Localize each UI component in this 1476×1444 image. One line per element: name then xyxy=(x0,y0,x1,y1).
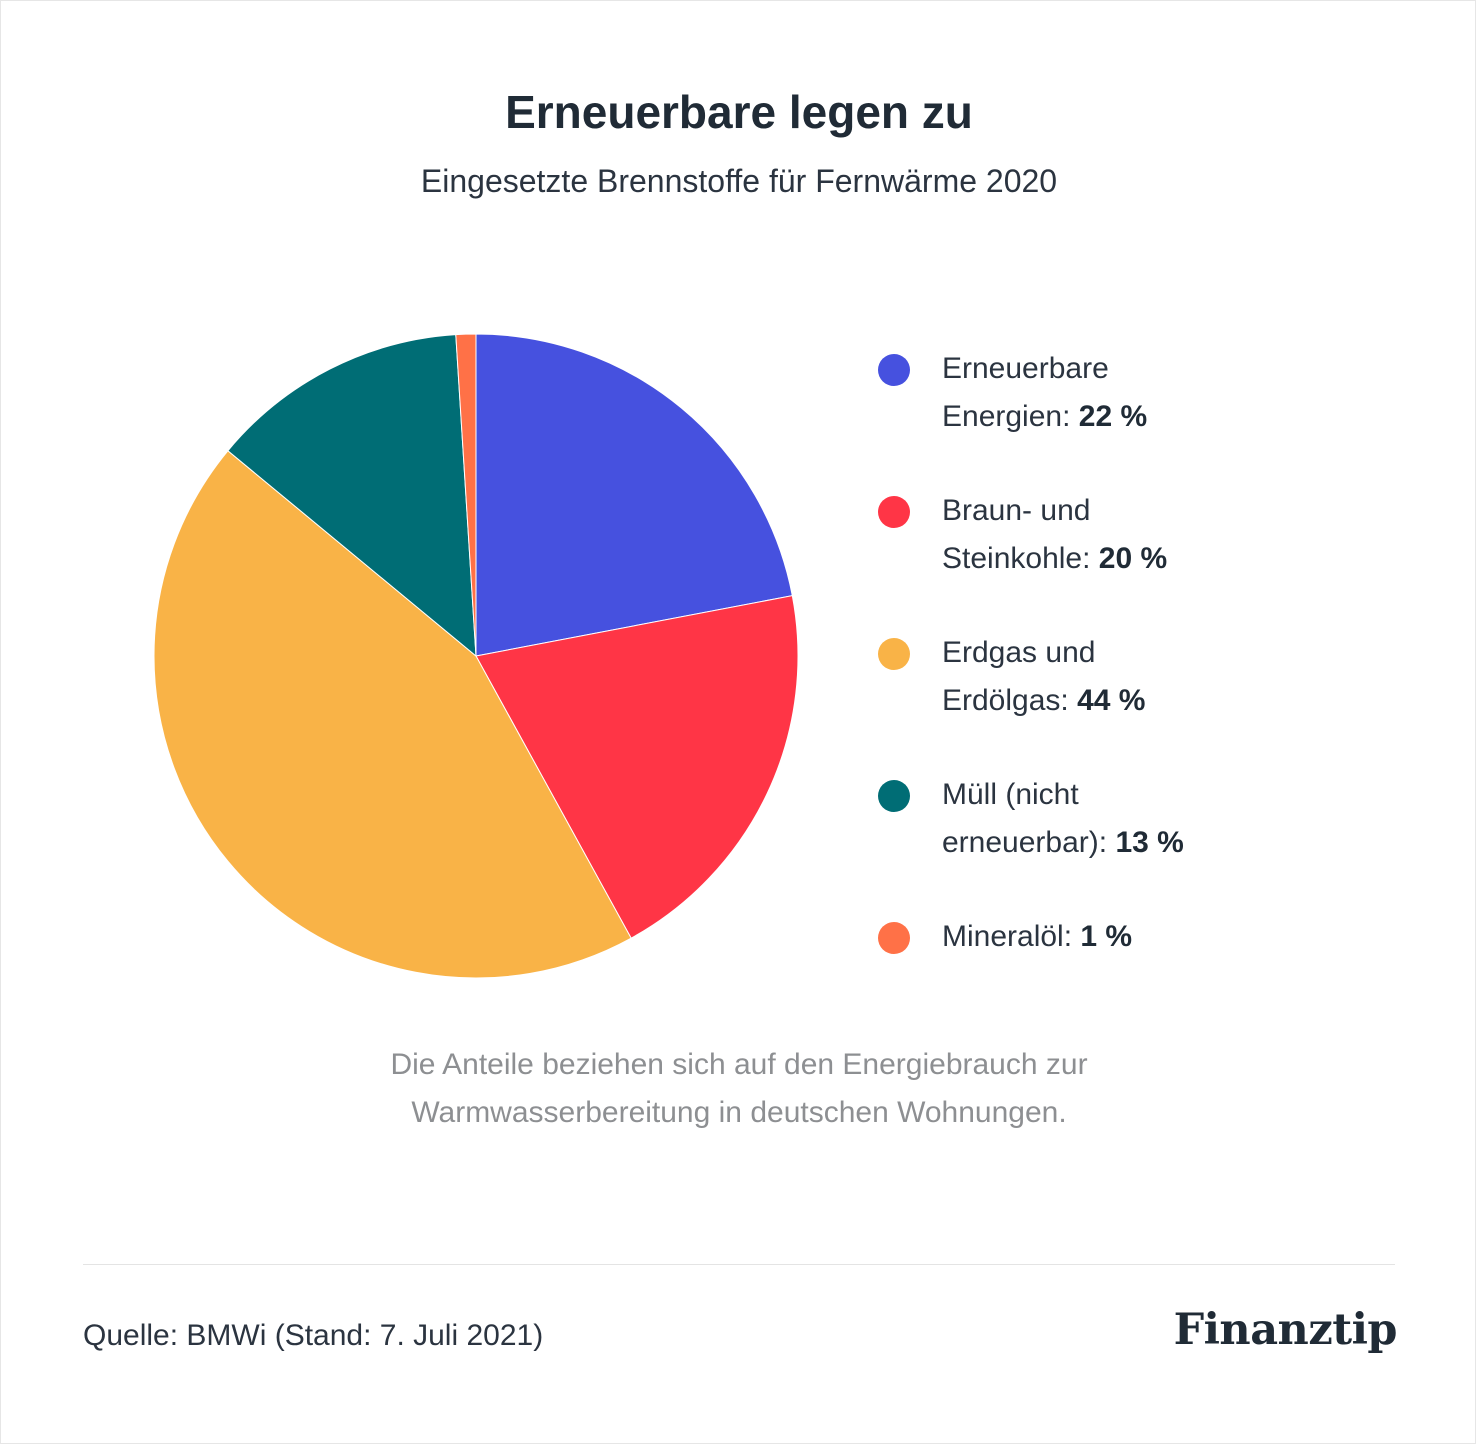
legend-value-0: 22 % xyxy=(1078,400,1148,433)
legend-item-1: Braun- und Steinkohle: 20 % xyxy=(873,487,1393,583)
legend-item-2: Erdgas und Erdölgas: 44 % xyxy=(873,629,1393,725)
pie-slice-4 xyxy=(455,333,477,657)
legend-value-4: 1 % xyxy=(1080,920,1133,953)
pie-chart xyxy=(153,333,799,979)
finanztip-logo: Finanztip xyxy=(1173,1305,1398,1355)
legend-value-1: 20 % xyxy=(1098,542,1168,575)
legend-label-line2-3: erneuerbar): 13 % xyxy=(942,819,1393,867)
legend-label-0: Energien: xyxy=(942,400,1079,433)
pie-slice-0 xyxy=(475,333,793,657)
legend-swatch-2 xyxy=(878,638,910,670)
legend-label-line1-2: Erdgas und xyxy=(942,636,1096,669)
chart-subtitle: Eingesetzte Brennstoffe für Fernwärme 20… xyxy=(420,163,1058,199)
legend-item-3: Müll (nicht erneuerbar): 13 % xyxy=(873,771,1393,867)
chart-title: Erneuerbare legen zu xyxy=(505,86,973,138)
legend-label-line1-1: Braun- und xyxy=(942,494,1091,527)
legend-swatch-1 xyxy=(878,496,910,528)
source-text: Quelle: BMWi (Stand: 7. Juli 2021) xyxy=(83,1319,544,1352)
legend-label-line2-2: Erdölgas: 44 % xyxy=(942,677,1393,725)
legend-value-2: 44 % xyxy=(1077,684,1146,717)
chart-note: Die Anteile beziehen sich auf den Energi… xyxy=(390,1048,1088,1129)
legend-label-1: Steinkohle: xyxy=(942,542,1099,575)
legend-swatch-4 xyxy=(878,922,910,954)
legend-label-line1-3: Müll (nicht xyxy=(942,778,1079,811)
legend-item-0: Erneuerbare Energien: 22 % xyxy=(873,345,1393,441)
legend-item-4: Mineralöl: 1 % xyxy=(873,913,1393,961)
legend-swatch-0 xyxy=(878,354,910,386)
legend: Erneuerbare Energien: 22 % Braun- und Stein… xyxy=(873,345,1393,961)
footer-divider xyxy=(83,1264,1395,1265)
pie-slice-3 xyxy=(227,334,477,658)
legend-label-line2-1: Steinkohle: 20 % xyxy=(942,535,1393,583)
legend-label-line1-0: Erneuerbare xyxy=(942,352,1109,385)
pie-slice-1 xyxy=(475,595,799,939)
legend-value-3: 13 % xyxy=(1115,826,1184,859)
legend-label-4: Mineralöl: xyxy=(942,920,1081,953)
legend-label-line2-0: Energien: 22 % xyxy=(942,393,1393,441)
pie-slice-2 xyxy=(153,450,632,979)
legend-label-3: erneuerbar): xyxy=(942,826,1116,859)
legend-label-line2-4: Mineralöl: 1 % xyxy=(942,913,1393,961)
legend-label-2: Erdölgas: xyxy=(942,684,1078,717)
legend-swatch-3 xyxy=(878,780,910,812)
